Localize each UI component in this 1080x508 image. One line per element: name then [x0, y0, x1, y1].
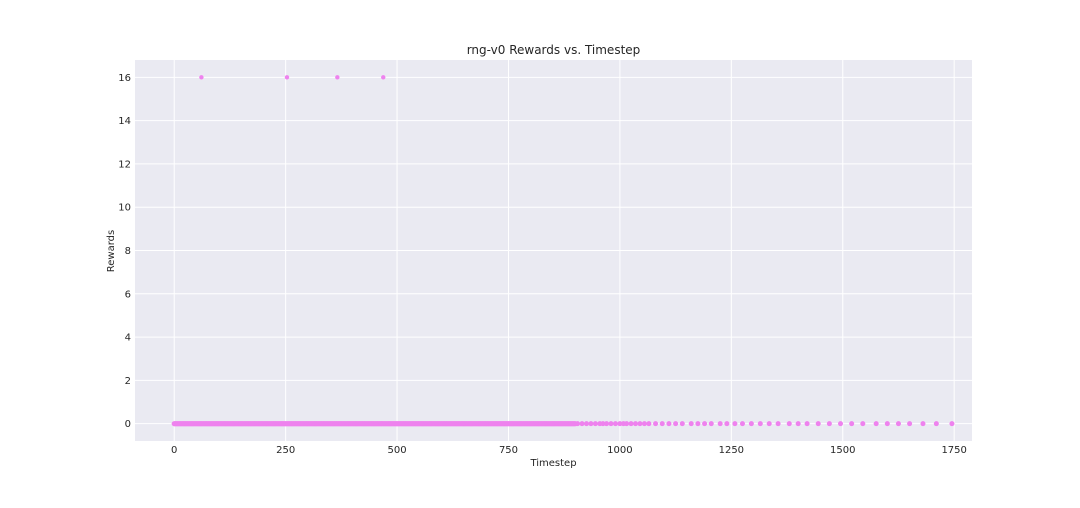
zero-reward-point [612, 421, 618, 427]
y-tick-label: 8 [125, 246, 131, 257]
zero-reward-point [588, 421, 594, 427]
zero-reward-point [633, 421, 639, 427]
x-tick-label: 1000 [607, 445, 632, 456]
zero-reward-point [641, 421, 647, 427]
zero-reward-point [838, 421, 844, 427]
y-tick-label: 14 [118, 116, 131, 127]
x-tick-label: 1750 [941, 445, 966, 456]
zero-reward-point [873, 421, 879, 427]
zero-reward-point [815, 421, 821, 427]
zero-reward-point [849, 421, 855, 427]
zero-reward-point [766, 421, 772, 427]
zero-reward-point [717, 421, 723, 427]
y-tick-label: 0 [125, 419, 131, 430]
zero-reward-point [600, 421, 606, 427]
zero-reward-point [757, 421, 763, 427]
zero-reward-point [732, 421, 738, 427]
zero-reward-point [920, 421, 926, 427]
y-tick-label: 16 [118, 73, 131, 84]
x-axis-label: Timestep [529, 458, 576, 469]
zero-reward-point [695, 421, 701, 427]
zero-reward-point [659, 421, 665, 427]
high-reward-point [335, 75, 340, 80]
y-tick-label: 10 [118, 203, 131, 214]
zero-reward-point [739, 421, 745, 427]
zero-reward-point [786, 421, 792, 427]
zero-reward-point [604, 421, 610, 427]
zero-reward-point [646, 421, 652, 427]
zero-reward-point [679, 421, 685, 427]
zero-reward-point [624, 421, 630, 427]
zero-reward-point [724, 421, 730, 427]
chart-title: rng-v0 Rewards vs. Timestep [467, 43, 641, 57]
zero-reward-point [688, 421, 694, 427]
zero-reward-point [826, 421, 832, 427]
zero-reward-point [575, 421, 581, 427]
zero-reward-point [775, 421, 781, 427]
zero-reward-point [637, 421, 643, 427]
zero-reward-point [608, 421, 614, 427]
zero-reward-point [907, 421, 913, 427]
zero-reward-point [708, 421, 714, 427]
x-tick-label: 1500 [830, 445, 855, 456]
zero-reward-point [666, 421, 672, 427]
high-reward-point [199, 75, 204, 80]
y-tick-label: 4 [125, 333, 131, 344]
zero-reward-point [748, 421, 754, 427]
zero-reward-point [617, 421, 623, 427]
x-tick-label: 750 [499, 445, 518, 456]
zero-reward-point [895, 421, 901, 427]
y-tick-label: 2 [125, 376, 131, 387]
zero-reward-point [628, 421, 634, 427]
y-tick-label: 6 [125, 289, 131, 300]
zero-reward-point [795, 421, 801, 427]
zero-reward-point [673, 421, 679, 427]
zero-reward-point [583, 421, 589, 427]
high-reward-point [284, 75, 290, 80]
zero-reward-point [933, 421, 939, 427]
zero-reward-point [884, 421, 890, 427]
zero-reward-point [592, 421, 598, 427]
data-points [171, 75, 955, 427]
x-tick-label: 1250 [719, 445, 744, 456]
zero-reward-point [579, 421, 585, 427]
zero-reward-point [702, 421, 708, 427]
zero-reward-point [949, 421, 955, 427]
x-tick-label: 250 [276, 445, 295, 456]
tick-labels: 0 250 500 750 1000 1250 1500 1750 0 2 4 6 8 10 12 14 16 [118, 73, 967, 456]
y-axis-label: Rewards [106, 230, 117, 272]
y-tick-label: 12 [118, 159, 131, 170]
x-tick-label: 0 [171, 445, 177, 456]
zero-reward-point [804, 421, 810, 427]
high-reward-point [381, 75, 386, 80]
x-tick-label: 500 [388, 445, 407, 456]
zero-reward-point [860, 421, 866, 427]
zero-reward-point [653, 421, 659, 427]
